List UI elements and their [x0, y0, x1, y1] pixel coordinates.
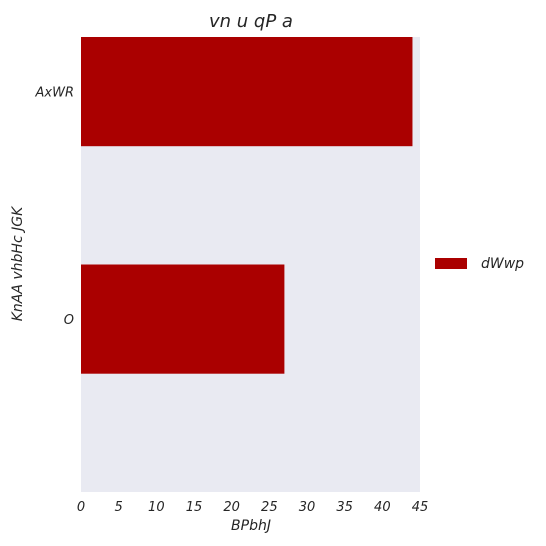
- legend-label: dWwp: [481, 256, 524, 272]
- bar-axwr: [81, 37, 413, 147]
- legend-swatch: [435, 258, 467, 269]
- x-axis-label: BPbhJ: [231, 518, 271, 534]
- x-tick-label: 10: [148, 500, 165, 515]
- x-tick-label: 25: [261, 500, 278, 515]
- y-axis-label: KnAA vhbHc JGK: [10, 205, 26, 321]
- x-tick-label: 45: [412, 500, 429, 515]
- x-tick-label: 30: [299, 500, 316, 515]
- x-tick-label: 5: [115, 500, 123, 515]
- y-tick-label: AxWR: [35, 86, 74, 101]
- x-tick-label: 15: [186, 500, 203, 515]
- y-tick-label: O: [64, 313, 74, 328]
- x-tick-label: 20: [223, 500, 240, 515]
- bar-o: [81, 264, 285, 374]
- x-tick-label: 35: [336, 500, 353, 515]
- x-tick-label: 40: [374, 500, 391, 515]
- chart-title: vn u qP a: [209, 11, 293, 32]
- legend: dWwp: [435, 256, 524, 272]
- x-tick-label: 0: [77, 500, 85, 515]
